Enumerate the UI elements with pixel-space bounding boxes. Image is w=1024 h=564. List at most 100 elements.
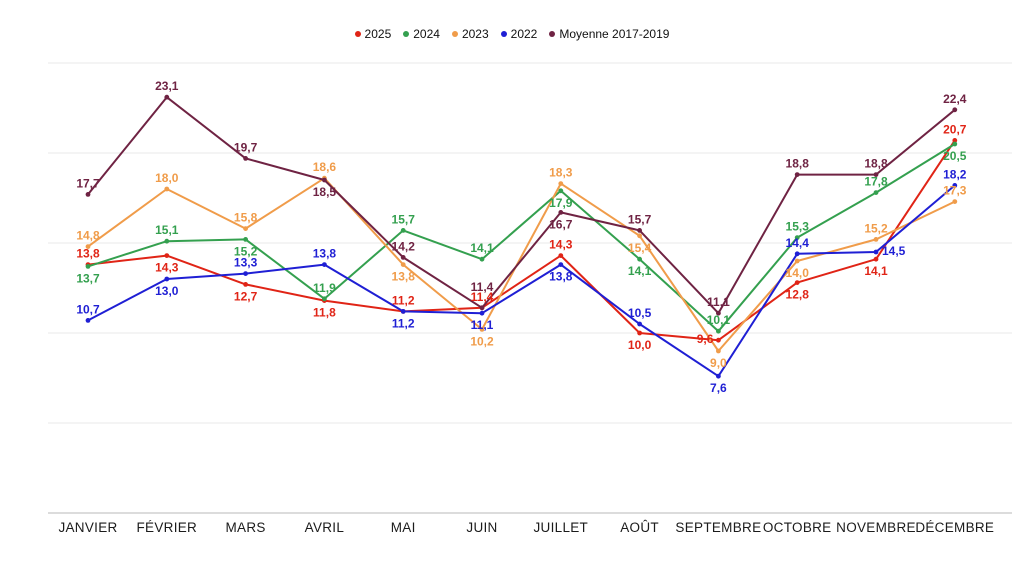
legend-item-label: 2024 <box>413 27 440 41</box>
data-point <box>873 172 879 178</box>
point-label: 14,1 <box>628 264 652 278</box>
legend-item-2023[interactable]: 2023 <box>451 27 489 41</box>
point-label: 22,4 <box>943 92 967 106</box>
point-label: 11,4 <box>471 280 494 294</box>
data-point <box>952 107 958 113</box>
point-label: 15,2 <box>234 244 258 258</box>
point-label: 13,8 <box>549 270 573 284</box>
point-label: 20,5 <box>943 149 967 163</box>
legend-color-dot-icon <box>500 31 507 37</box>
data-point <box>322 262 327 267</box>
data-point <box>400 262 406 267</box>
series-line-2023 <box>87 177 956 352</box>
point-label: 18,3 <box>549 166 573 180</box>
point-label: 18,5 <box>313 185 337 199</box>
data-point <box>952 183 958 188</box>
legend-color-dot-icon <box>354 31 361 37</box>
legend-item-label: 2022 <box>510 27 538 41</box>
x-axis-label-4: AVRIL <box>305 520 345 535</box>
point-label: 15,7 <box>392 212 416 226</box>
x-axis-label-3: MARS <box>225 520 265 535</box>
point-label: 15,4 <box>628 241 652 255</box>
data-point <box>85 192 91 197</box>
legend-item-2025[interactable]: 2025 <box>354 27 391 41</box>
data-point <box>322 296 327 302</box>
data-point <box>952 138 958 143</box>
data-point <box>716 328 721 334</box>
data-point <box>85 264 91 269</box>
data-point <box>637 233 642 239</box>
data-point <box>164 253 170 258</box>
point-label: 18,8 <box>864 157 888 171</box>
data-point <box>479 256 485 262</box>
data-point <box>558 253 564 258</box>
chart-legend: 2025 2024 2023 2022 Moyenne 2017-2019 <box>0 27 1024 41</box>
point-label: 13,7 <box>76 271 100 285</box>
data-point <box>558 210 564 215</box>
point-label: 13,8 <box>76 247 100 261</box>
legend-item-moyenne-2017-2019[interactable]: Moyenne 2017-2019 <box>549 27 669 41</box>
point-label: 11,1 <box>707 295 730 309</box>
point-label: 11,2 <box>392 293 415 307</box>
data-point <box>400 255 406 260</box>
legend-color-dot-icon <box>549 31 556 37</box>
point-label: 19,7 <box>234 140 258 154</box>
point-label: 14,5 <box>882 244 906 258</box>
point-label: 17,7 <box>76 176 100 190</box>
data-point <box>243 237 249 242</box>
data-point <box>637 321 642 327</box>
point-label: 18,6 <box>313 160 337 174</box>
x-axis-label-8: AOÛT <box>620 520 659 535</box>
data-point <box>85 244 91 250</box>
data-point <box>558 181 564 187</box>
point-label: 14,4 <box>786 236 810 250</box>
legend-color-dot-icon <box>451 31 458 37</box>
point-label: 14,1 <box>470 241 494 255</box>
data-point <box>637 330 642 336</box>
point-label: 9,6 <box>697 332 714 346</box>
data-point <box>794 235 800 241</box>
point-label: 15,1 <box>155 223 179 237</box>
point-label: 11,2 <box>392 316 415 330</box>
point-label: 20,7 <box>943 122 967 136</box>
legend-item-2024[interactable]: 2024 <box>403 27 440 41</box>
data-point <box>400 309 406 314</box>
data-point <box>85 318 91 323</box>
point-label: 17,9 <box>549 196 573 210</box>
data-point <box>558 188 564 194</box>
x-axis-label-10: OCTOBRE <box>763 520 832 535</box>
point-label: 10,0 <box>628 338 652 352</box>
data-point <box>479 327 485 332</box>
data-point <box>400 228 406 233</box>
point-label: 16,7 <box>549 217 573 231</box>
data-point <box>243 156 249 161</box>
data-point <box>716 348 721 354</box>
point-label: 15,8 <box>234 211 258 225</box>
data-point <box>873 256 879 262</box>
point-label: 17,8 <box>864 175 888 189</box>
data-point <box>243 282 249 287</box>
data-point <box>243 271 249 276</box>
data-point <box>716 373 721 379</box>
data-point <box>164 238 170 244</box>
point-label: 14,0 <box>786 266 810 280</box>
point-label: 15,3 <box>786 220 810 234</box>
point-label: 12,8 <box>786 288 810 302</box>
point-label: 11,4 <box>471 290 494 304</box>
point-label: 13,0 <box>155 284 179 298</box>
point-label: 23,1 <box>155 79 179 93</box>
point-label: 18,8 <box>786 157 810 171</box>
data-point <box>322 177 327 183</box>
data-point <box>952 199 958 205</box>
point-label: 15,2 <box>864 221 888 235</box>
x-axis-label-6: JUIN <box>466 520 497 535</box>
data-point <box>637 256 642 262</box>
data-point <box>243 226 249 232</box>
series-line-moyenne-2017-2019 <box>87 96 956 315</box>
data-point <box>164 276 170 282</box>
point-label: 11,9 <box>313 281 336 295</box>
point-label: 13,3 <box>234 256 258 270</box>
data-point <box>794 251 800 257</box>
legend-item-2022[interactable]: 2022 <box>500 27 538 41</box>
legend-item-label: Moyenne 2017-2019 <box>559 27 670 41</box>
